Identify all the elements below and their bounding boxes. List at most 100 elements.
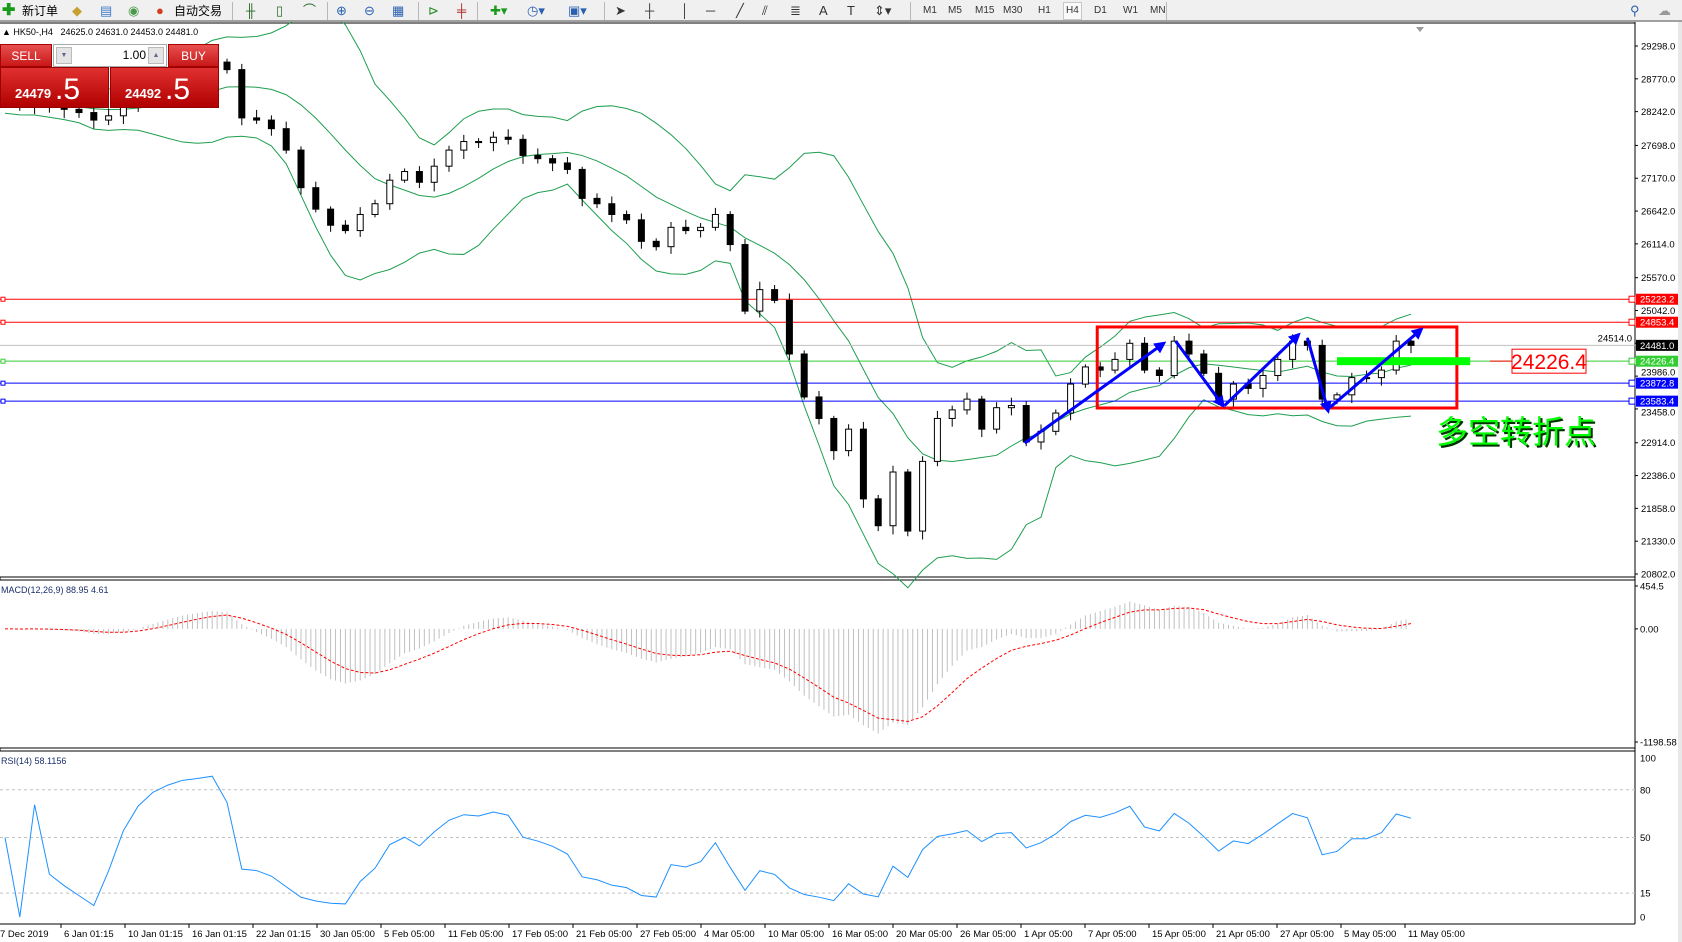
timeframe-m30[interactable]: M30	[1003, 5, 1023, 16]
candle-bear	[1200, 353, 1208, 374]
text-icon[interactable]: A	[819, 3, 828, 18]
market-watch-icon[interactable]: ◆	[72, 3, 82, 18]
horizontal-line-icon[interactable]: ─	[706, 3, 716, 18]
candle-bull	[356, 213, 364, 232]
buy-button[interactable]: BUY	[168, 44, 219, 67]
time-tick-label: 21 Feb 05:00	[576, 929, 632, 940]
new-order-icon[interactable]: ✚	[2, 2, 16, 19]
trend-arrow[interactable]	[1223, 332, 1301, 407]
sell-button[interactable]: SELL	[0, 44, 52, 67]
volume-decrease-button[interactable]: ▼	[56, 47, 72, 64]
timeframe-m5[interactable]: M5	[948, 5, 962, 16]
fibonacci-icon[interactable]: ≣	[790, 3, 801, 18]
range-rectangle[interactable]	[1095, 325, 1459, 410]
candle-bull	[430, 165, 438, 183]
price-label-text[interactable]: 24226.4	[1511, 351, 1587, 374]
cursor-icon[interactable]: ➤	[615, 3, 626, 18]
timeframe-h4[interactable]: H4	[1063, 2, 1082, 20]
timeframe-h1[interactable]: H1	[1038, 5, 1051, 16]
candle-bear	[830, 417, 838, 452]
text-label-icon[interactable]: T	[847, 3, 855, 18]
candle-bull	[1067, 383, 1075, 414]
equidistant-channel-icon[interactable]: ⫽	[762, 3, 768, 18]
search-icon[interactable]: ⚲	[1630, 3, 1640, 18]
line-anchor-icon[interactable]	[1628, 357, 1636, 365]
pane-frames	[0, 22, 1682, 942]
indicators-icon[interactable]: ✚▾	[490, 3, 508, 18]
time-tick-label: 26 Mar 05:00	[960, 929, 1016, 940]
timeframe-m1[interactable]: M1	[923, 5, 937, 16]
candle-bear	[282, 128, 290, 151]
line-chart-icon[interactable]: ⌒	[303, 3, 317, 18]
price-label-box[interactable]	[1511, 348, 1587, 374]
line-anchor-icon[interactable]	[1628, 318, 1636, 326]
timeframe-m15[interactable]: M15	[975, 5, 995, 16]
candlestick-icon[interactable]: ▯	[276, 3, 284, 18]
sell-price-button[interactable]: 24479 .5	[0, 67, 109, 108]
candles	[1, 55, 1415, 540]
line-anchor-icon[interactable]	[0, 358, 6, 364]
candle-bear	[327, 208, 335, 226]
candle-bull	[371, 203, 379, 215]
price-tick-label: 29298.0	[1641, 42, 1675, 53]
volume-field[interactable]: ▼ 1.00 ▲	[53, 44, 167, 67]
time-tick-label: 27 Feb 05:00	[640, 929, 696, 940]
line-anchor-icon[interactable]	[0, 319, 6, 325]
time-tick-label: 15 Apr 05:00	[1152, 929, 1206, 940]
auto-trading-button[interactable]: 自动交易	[174, 4, 223, 18]
price-tick-label: 21330.0	[1641, 537, 1675, 548]
trend-arrow[interactable]	[1023, 341, 1167, 445]
trendline-icon[interactable]: ╱	[736, 3, 744, 18]
trend-arrow[interactable]	[1328, 327, 1424, 409]
volume-value[interactable]: 1.00	[122, 48, 146, 62]
chart-window[interactable]: 24226.4 多空转折点 25223.2 24853.4 24481.0 24226.…	[0, 22, 1682, 942]
timeframe-w1[interactable]: W1	[1123, 5, 1138, 16]
vertical-line-icon[interactable]: │	[681, 3, 690, 18]
annotations[interactable]: 24226.4 多空转折点	[1023, 325, 1596, 451]
crosshair-icon[interactable]: ┼	[645, 3, 655, 18]
reversal-note-text[interactable]: 多空转折点	[1436, 413, 1596, 451]
candle-bear	[771, 289, 779, 301]
signals-icon[interactable]: ◉	[128, 3, 140, 18]
buy-price-button[interactable]: 24492 .5	[110, 67, 219, 108]
timeframe-mn[interactable]: MN	[1150, 5, 1166, 16]
zoom-in-icon[interactable]: ⊕	[336, 3, 347, 18]
timeframe-d1[interactable]: D1	[1094, 5, 1107, 16]
candle-bull	[933, 417, 941, 462]
auto-trading-icon[interactable]: ●	[156, 3, 164, 18]
horizontal-lines[interactable]	[0, 295, 1636, 405]
line-anchor-icon[interactable]	[1628, 397, 1636, 405]
buy-price-fraction: .5	[165, 73, 191, 106]
templates-icon[interactable]: ▣▾	[568, 3, 587, 18]
trend-arrow[interactable]	[1174, 340, 1225, 408]
data-window-icon[interactable]: ▤	[100, 3, 113, 18]
arrows-icon[interactable]: ⇕▾	[874, 3, 892, 18]
green-level-bar[interactable]	[1337, 357, 1471, 366]
periods-icon[interactable]: ◷▾	[527, 3, 545, 18]
line-anchor-icon[interactable]	[0, 398, 6, 404]
auto-scroll-icon[interactable]: ⊳	[428, 3, 439, 18]
line-anchor-icon[interactable]	[0, 380, 6, 386]
line-anchor-icon[interactable]	[1628, 379, 1636, 387]
line-anchor-icon[interactable]	[1628, 295, 1636, 303]
macd-tick-label: 0.00	[1640, 624, 1659, 635]
chart-ohlc: 24625.0 24631.0 24453.0 24481.0	[60, 27, 198, 37]
time-tick-label: 16 Mar 05:00	[832, 929, 888, 940]
candle-bear	[904, 471, 912, 532]
tile-windows-icon[interactable]: ▦	[392, 3, 405, 18]
community-icon[interactable]: ☁	[1658, 3, 1671, 18]
trend-arrow[interactable]	[1305, 337, 1332, 414]
new-order-button[interactable]: 新订单	[22, 4, 59, 18]
candle-bear	[1155, 369, 1163, 377]
chart-shift-icon[interactable]: ╪	[457, 3, 467, 18]
volume-increase-button[interactable]: ▲	[148, 47, 164, 64]
candle-bull	[401, 171, 409, 181]
candle-bear	[1022, 405, 1030, 443]
price-tick-label: 22386.0	[1641, 471, 1675, 482]
zoom-out-icon[interactable]: ⊖	[364, 3, 375, 18]
candle-bull	[948, 409, 956, 419]
bar-chart-icon[interactable]: ╫	[246, 3, 256, 18]
line-anchor-icon[interactable]	[0, 296, 6, 302]
rsi-line	[4, 775, 1412, 918]
candle-bear	[1407, 340, 1415, 346]
